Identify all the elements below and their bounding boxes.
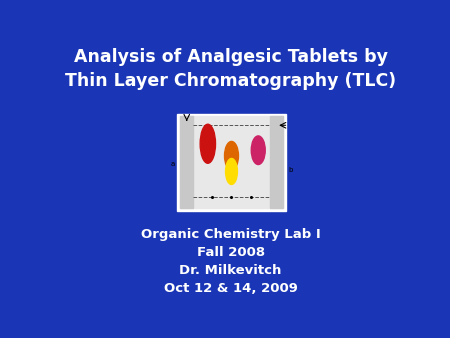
Text: b: b <box>288 167 293 173</box>
Ellipse shape <box>251 136 265 165</box>
Ellipse shape <box>225 159 238 185</box>
Bar <box>177 114 286 211</box>
Bar <box>180 116 283 209</box>
Bar <box>270 116 283 209</box>
Bar <box>180 116 194 209</box>
Ellipse shape <box>200 124 216 163</box>
Ellipse shape <box>225 141 239 170</box>
Text: Analysis of Analgesic Tablets by
Thin Layer Chromatography (TLC): Analysis of Analgesic Tablets by Thin La… <box>65 48 396 90</box>
Text: Organic Chemistry Lab I
Fall 2008
Dr. Milkevitch
Oct 12 & 14, 2009: Organic Chemistry Lab I Fall 2008 Dr. Mi… <box>141 228 320 295</box>
Text: a: a <box>170 161 175 167</box>
